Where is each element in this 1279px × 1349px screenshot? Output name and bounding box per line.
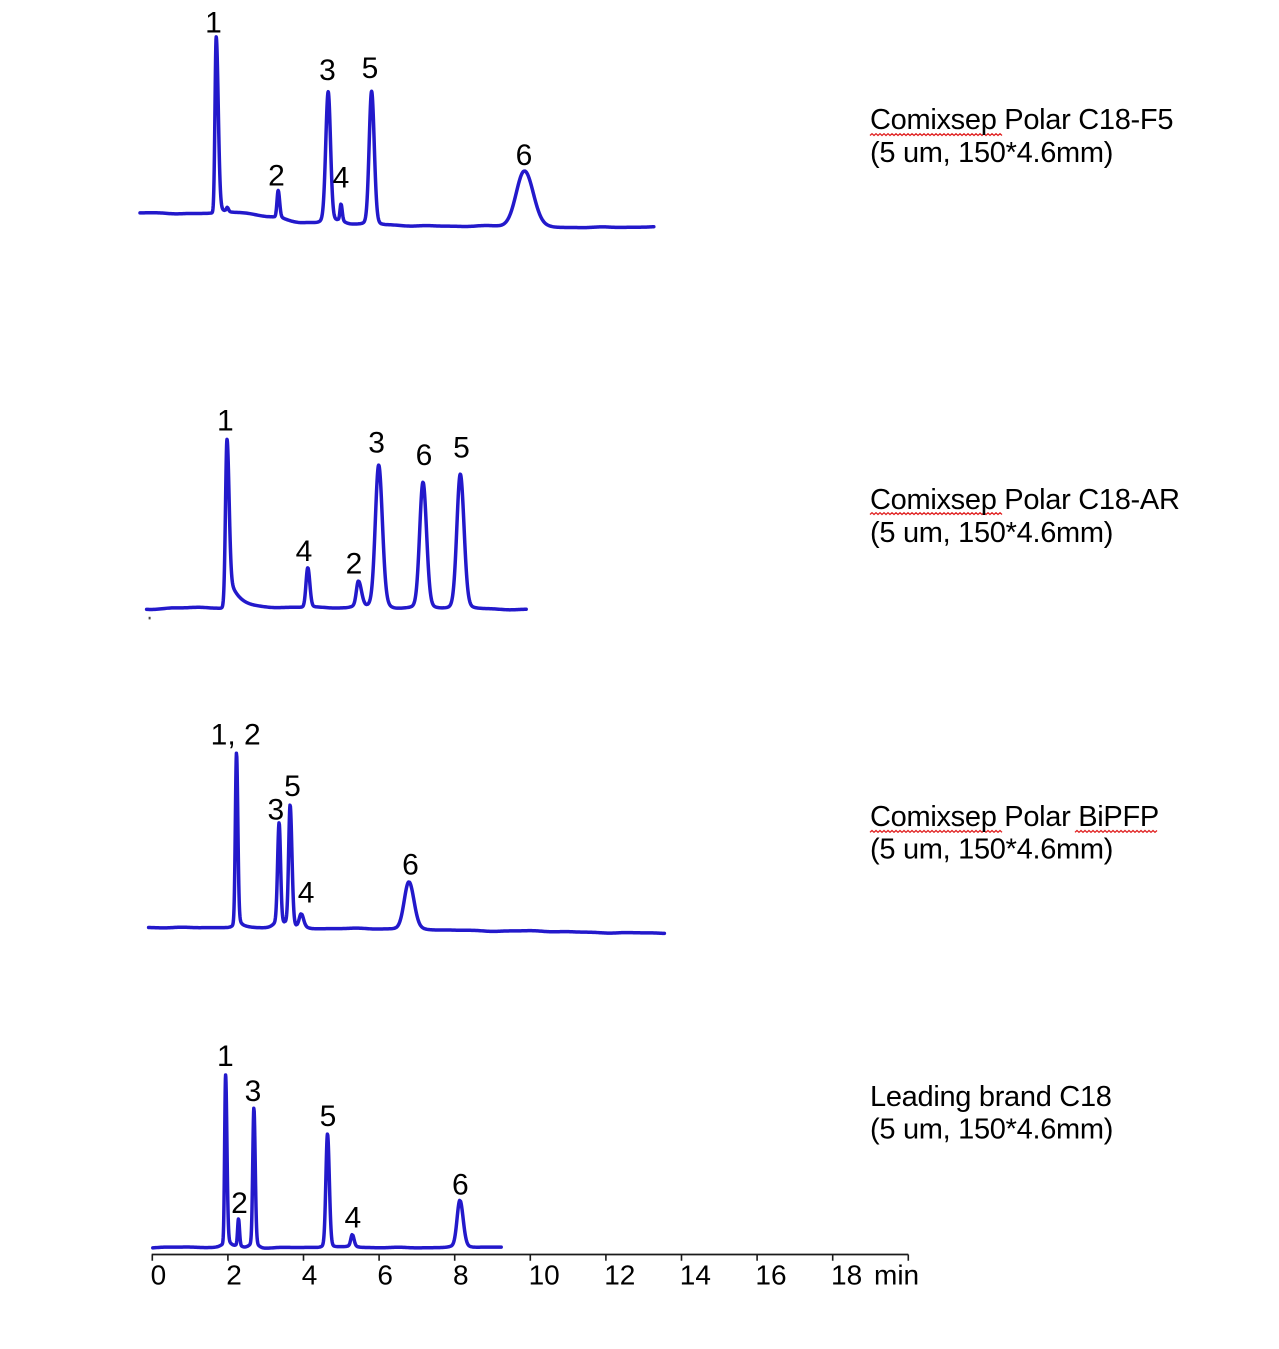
svg-text:min: min (874, 1260, 919, 1291)
svg-text:6: 6 (416, 439, 433, 472)
svg-text:8: 8 (453, 1260, 469, 1291)
svg-text:4: 4 (302, 1260, 318, 1291)
svg-text:5: 5 (284, 770, 301, 803)
svg-text:4: 4 (296, 535, 313, 568)
svg-text:5: 5 (362, 52, 379, 85)
svg-text:Comixsep Polar C18-F5: Comixsep Polar C18-F5 (870, 104, 1173, 136)
svg-text:Comixsep Polar BiPFP: Comixsep Polar BiPFP (870, 801, 1159, 833)
svg-text:6: 6 (402, 849, 419, 882)
svg-text:5: 5 (320, 1100, 337, 1133)
svg-text:2: 2 (231, 1187, 248, 1220)
svg-text:2: 2 (226, 1260, 242, 1291)
svg-text:3: 3 (268, 794, 285, 827)
svg-text:6: 6 (452, 1168, 469, 1201)
svg-text:3: 3 (319, 54, 336, 87)
svg-text:1: 1 (217, 405, 234, 438)
svg-text:1: 1 (205, 6, 222, 39)
svg-text:4: 4 (298, 877, 315, 910)
svg-text:0: 0 (151, 1260, 167, 1291)
svg-text:12: 12 (604, 1260, 635, 1291)
svg-text:2: 2 (268, 160, 285, 193)
svg-text:(5 um, 150*4.6mm): (5 um, 150*4.6mm) (870, 137, 1113, 169)
svg-text:10: 10 (529, 1260, 560, 1291)
svg-text:3: 3 (368, 427, 385, 460)
svg-text:4: 4 (345, 1202, 362, 1235)
svg-text:(5 um, 150*4.6mm): (5 um, 150*4.6mm) (870, 517, 1113, 549)
svg-text:Leading brand C18: Leading brand C18 (870, 1081, 1112, 1113)
svg-text:16: 16 (755, 1260, 786, 1291)
svg-text:2: 2 (346, 547, 363, 580)
svg-text:14: 14 (680, 1260, 711, 1291)
svg-text:6: 6 (516, 139, 533, 172)
svg-text:18: 18 (831, 1260, 862, 1291)
svg-text:Comixsep Polar C18-AR: Comixsep Polar C18-AR (870, 484, 1180, 516)
svg-text:1, 2: 1, 2 (211, 718, 261, 751)
svg-text:(5 um, 150*4.6mm): (5 um, 150*4.6mm) (870, 834, 1113, 866)
svg-text:(5 um, 150*4.6mm): (5 um, 150*4.6mm) (870, 1114, 1113, 1146)
svg-text:6: 6 (377, 1260, 393, 1291)
svg-text:5: 5 (453, 431, 470, 464)
svg-text:1: 1 (217, 1040, 234, 1073)
svg-text:4: 4 (333, 162, 350, 195)
svg-text:3: 3 (245, 1075, 262, 1108)
